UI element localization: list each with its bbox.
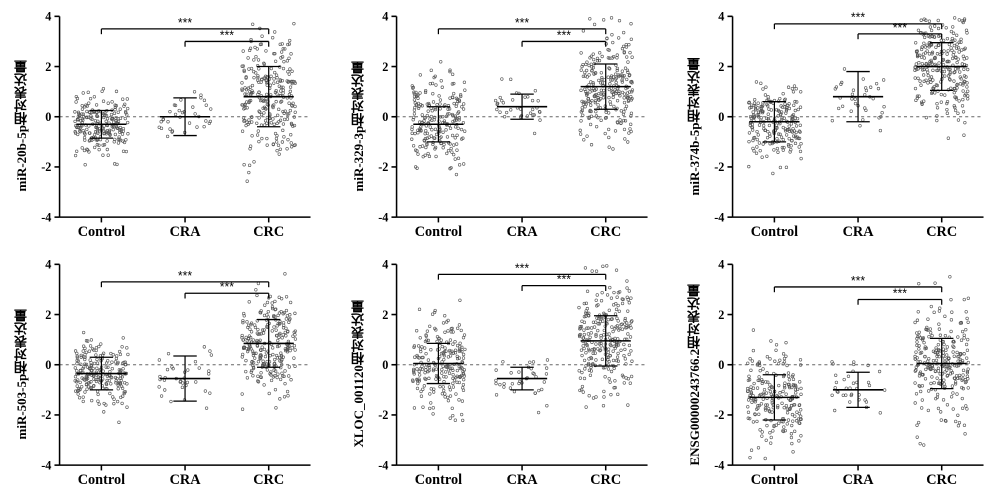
- svg-text:CRA: CRA: [843, 224, 874, 240]
- plot-area: *** *** -4 -2 0 2 4 Control CRA CRC: [31, 258, 317, 491]
- y-axis-label: miR-329-3p相对表达量: [347, 10, 368, 243]
- chart-panel: miR-329-3p相对表达量 *** *** -4 -2 0 2 4 Control CRA CR…: [347, 10, 654, 243]
- svg-text:-4: -4: [378, 458, 388, 472]
- chart-panel: miR-503-5p相对表达量 *** *** -4 -2 0 2 4 Control CRA CR…: [10, 258, 317, 491]
- svg-text:***: ***: [178, 16, 192, 30]
- svg-text:***: ***: [515, 261, 529, 275]
- y-axis-label: miR-20b-5p相对表达量: [10, 10, 31, 243]
- svg-text:4: 4: [719, 9, 725, 23]
- svg-text:2: 2: [382, 307, 388, 321]
- svg-text:4: 4: [382, 257, 388, 271]
- svg-text:CRA: CRA: [506, 471, 537, 487]
- svg-text:2: 2: [45, 307, 51, 321]
- svg-text:2: 2: [45, 60, 51, 74]
- svg-text:-4: -4: [715, 458, 725, 472]
- svg-text:***: ***: [893, 286, 907, 300]
- svg-text:Control: Control: [751, 224, 798, 240]
- svg-text:0: 0: [719, 110, 725, 124]
- svg-text:0: 0: [382, 357, 388, 371]
- svg-text:***: ***: [556, 272, 570, 286]
- svg-text:Control: Control: [751, 471, 798, 487]
- svg-text:-4: -4: [378, 210, 388, 224]
- svg-text:0: 0: [45, 357, 51, 371]
- svg-text:-4: -4: [41, 210, 51, 224]
- svg-text:-2: -2: [41, 407, 51, 421]
- svg-text:-4: -4: [715, 210, 725, 224]
- svg-text:Control: Control: [78, 471, 125, 487]
- plot-area: *** *** -4 -2 0 2 4 Control CRA CRC: [704, 258, 990, 491]
- svg-text:2: 2: [382, 60, 388, 74]
- chart-panel: ENSG00000243766.2相对表达量 *** *** -4 -2 0 2 4 Contr…: [683, 258, 990, 491]
- svg-text:-2: -2: [715, 407, 725, 421]
- svg-text:-4: -4: [41, 458, 51, 472]
- plot-area: *** *** -4 -2 0 2 4 Control CRA CRC: [704, 10, 990, 243]
- svg-text:CRA: CRA: [170, 471, 201, 487]
- svg-text:CRC: CRC: [590, 471, 621, 487]
- y-axis-label: XLOC_001120相对表达量: [347, 258, 368, 491]
- svg-text:-2: -2: [715, 160, 725, 174]
- svg-text:CRA: CRA: [170, 224, 201, 240]
- svg-text:0: 0: [719, 357, 725, 371]
- svg-text:***: ***: [851, 11, 865, 25]
- y-axis-label: ENSG00000243766.2相对表达量: [683, 258, 704, 491]
- chart-panel: XLOC_001120相对表达量 *** *** -4 -2 0 2 4 Control CRA C…: [347, 258, 654, 491]
- svg-text:4: 4: [45, 257, 51, 271]
- svg-text:2: 2: [719, 307, 725, 321]
- svg-text:***: ***: [851, 273, 865, 287]
- plot-area: *** *** -4 -2 0 2 4 Control CRA CRC: [368, 10, 654, 243]
- svg-text:CRA: CRA: [506, 224, 537, 240]
- chart-panel: miR-374b-5p相对表达量 *** *** -4 -2 0 2 4 Control CRA C…: [683, 10, 990, 243]
- svg-text:CRC: CRC: [927, 471, 958, 487]
- svg-text:Control: Control: [414, 471, 461, 487]
- svg-text:***: ***: [220, 279, 234, 293]
- svg-text:-2: -2: [41, 160, 51, 174]
- svg-text:CRC: CRC: [590, 224, 621, 240]
- svg-text:0: 0: [382, 110, 388, 124]
- y-axis-label: miR-374b-5p相对表达量: [683, 10, 704, 243]
- svg-text:CRC: CRC: [253, 224, 284, 240]
- svg-text:***: ***: [515, 16, 529, 30]
- svg-text:4: 4: [719, 257, 725, 271]
- plot-area: *** *** -4 -2 0 2 4 Control CRA CRC: [31, 10, 317, 243]
- svg-text:2: 2: [719, 60, 725, 74]
- svg-text:***: ***: [178, 268, 192, 282]
- svg-text:CRA: CRA: [843, 471, 874, 487]
- svg-text:CRC: CRC: [927, 224, 958, 240]
- svg-text:***: ***: [220, 28, 234, 42]
- svg-text:4: 4: [382, 9, 388, 23]
- chart-panel: miR-20b-5p相对表达量 *** *** -4 -2 0 2 4 Control CRA CR…: [10, 10, 317, 243]
- plot-area: *** *** -4 -2 0 2 4 Control CRA CRC: [368, 258, 654, 491]
- svg-text:Control: Control: [414, 224, 461, 240]
- y-axis-label: miR-503-5p相对表达量: [10, 258, 31, 491]
- svg-text:***: ***: [556, 28, 570, 42]
- svg-text:4: 4: [45, 9, 51, 23]
- svg-text:Control: Control: [78, 224, 125, 240]
- svg-text:CRC: CRC: [253, 471, 284, 487]
- panel-grid: miR-20b-5p相对表达量 *** *** -4 -2 0 2 4 Control CRA CR…: [10, 10, 990, 490]
- svg-text:-2: -2: [378, 160, 388, 174]
- svg-text:***: ***: [893, 21, 907, 35]
- svg-text:0: 0: [45, 110, 51, 124]
- svg-text:-2: -2: [378, 407, 388, 421]
